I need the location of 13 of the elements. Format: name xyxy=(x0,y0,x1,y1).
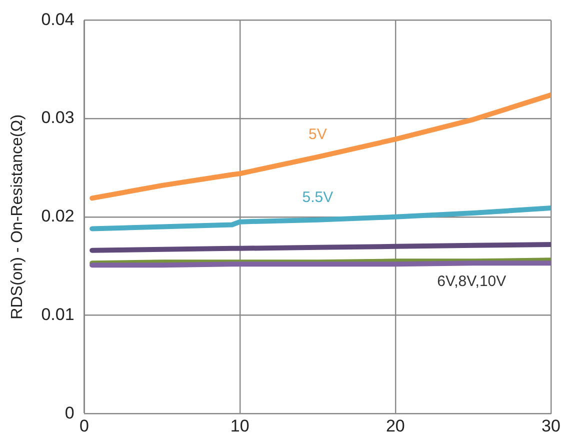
y-axis-title: RDS(on) - On-Resistance(Ω) xyxy=(9,114,26,320)
y-tick-label: 0.03 xyxy=(41,108,74,128)
x-tick-label: 30 xyxy=(542,416,560,436)
y-tick-label: 0.01 xyxy=(41,304,74,324)
annotation: 6V,8V,10V xyxy=(437,272,506,290)
x-tick-label: 0 xyxy=(80,416,90,436)
y-tick-label: 0.02 xyxy=(41,206,74,226)
series-label: 5V xyxy=(308,126,327,144)
y-tick-label: 0 xyxy=(64,403,74,422)
series-label: 5.5V xyxy=(302,188,334,206)
y-tick-label: 0.04 xyxy=(41,10,74,29)
x-tick-label: 20 xyxy=(386,416,405,436)
x-tick-label: 10 xyxy=(230,416,250,436)
